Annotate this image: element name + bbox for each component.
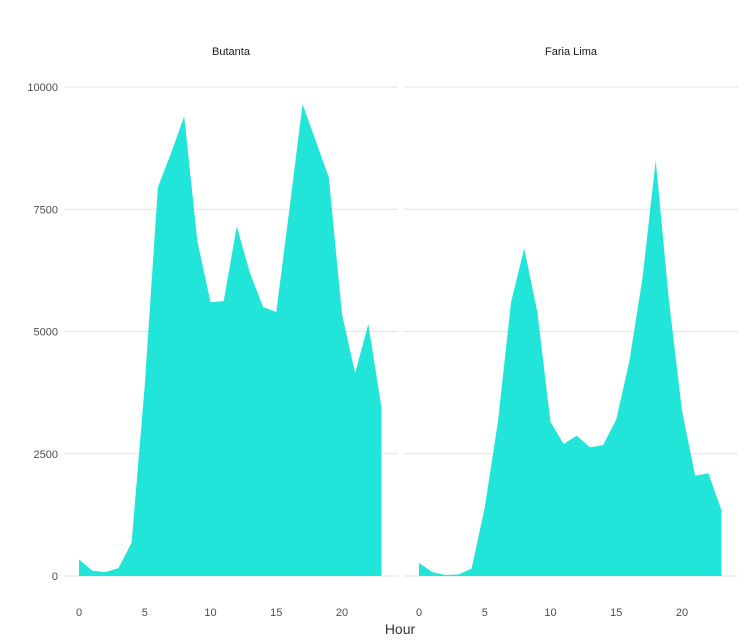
x-tick-label: 5 <box>482 607 488 619</box>
panel-butanta: Butanta 0 5 10 15 20 <box>64 46 398 619</box>
x-tick-label: 0 <box>76 607 82 619</box>
panel-title: Butanta <box>212 46 251 58</box>
y-tick-label: 0 <box>52 571 58 583</box>
y-tick-label: 2500 <box>34 449 58 461</box>
x-tick-label: 5 <box>142 607 148 619</box>
x-tick-label: 15 <box>270 607 282 619</box>
y-axis: 0 2500 5000 7500 10000 <box>27 82 58 583</box>
panel-title: Faria Lima <box>545 46 598 58</box>
y-tick-label: 5000 <box>34 327 58 339</box>
y-tick-label: 10000 <box>27 82 58 94</box>
area-butanta <box>79 104 382 577</box>
x-tick-label: 15 <box>610 607 622 619</box>
x-tick-label: 20 <box>336 607 348 619</box>
x-tick-label: 10 <box>204 607 216 619</box>
x-tick-label: 20 <box>676 607 688 619</box>
y-tick-label: 7500 <box>34 204 58 216</box>
x-axis-title: Hour <box>385 621 416 637</box>
x-tick-label: 10 <box>544 607 556 619</box>
x-tick-label: 0 <box>416 607 422 619</box>
area-faria-lima <box>419 160 722 576</box>
panel-faria-lima: Faria Lima 0 5 10 15 20 <box>404 46 738 619</box>
